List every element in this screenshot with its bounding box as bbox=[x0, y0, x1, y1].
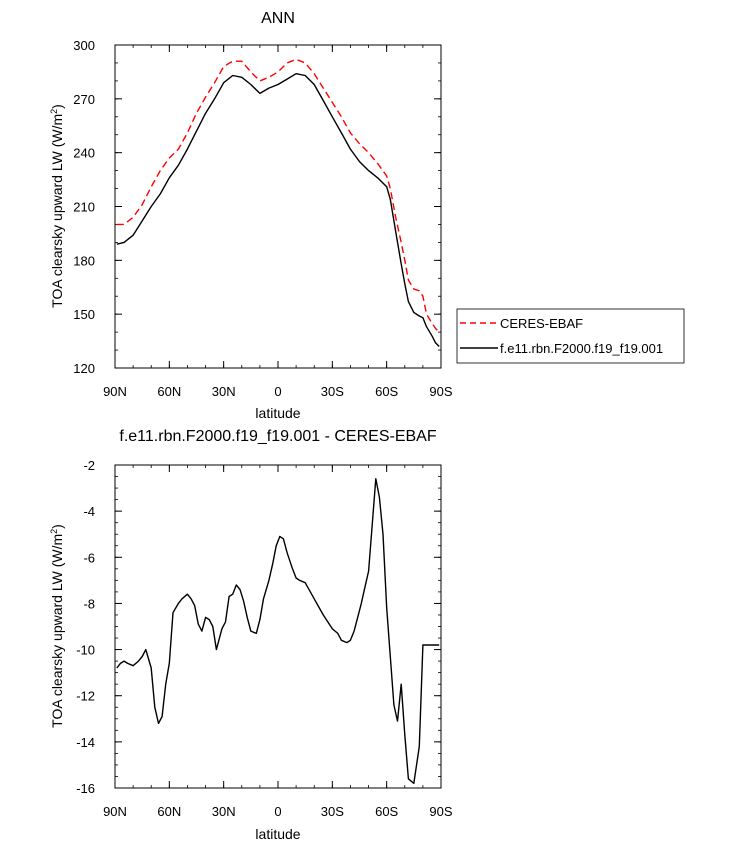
y-axis-title: TOA clearsky upward LW (W/m2) bbox=[49, 104, 65, 308]
series-lines bbox=[116, 58, 440, 347]
x-tick-labels: 90N 60N 30N 0 30S 60S 90S bbox=[103, 384, 453, 399]
series-line-model bbox=[116, 72, 440, 347]
y-tick-labels: 120 150 180 210 240 270 300 bbox=[73, 38, 95, 376]
y-tick-label: 150 bbox=[73, 307, 95, 322]
axis-ticks bbox=[114, 464, 442, 789]
x-axis-title: latitude bbox=[255, 405, 300, 421]
x-tick-label: 0 bbox=[274, 804, 281, 819]
x-tick-label: 60N bbox=[157, 804, 181, 819]
x-tick-label: 0 bbox=[274, 384, 281, 399]
legend-box bbox=[456, 308, 685, 364]
y-tick-label: -14 bbox=[76, 735, 95, 750]
y-tick-label: 300 bbox=[73, 38, 95, 53]
x-tick-label: 90N bbox=[103, 384, 127, 399]
plot-frame bbox=[114, 464, 442, 789]
x-tick-label: 90S bbox=[429, 804, 452, 819]
x-tick-labels: 90N 60N 30N 0 30S 60S 90S bbox=[103, 804, 453, 819]
y-tick-label: 240 bbox=[73, 146, 95, 161]
y-tick-label: -6 bbox=[83, 550, 95, 565]
series-line-difference bbox=[116, 478, 440, 785]
legend-label-model: f.e11.rbn.F2000.f19_f19.001 bbox=[500, 341, 663, 356]
y-tick-label: 210 bbox=[73, 200, 95, 215]
x-tick-label: 90S bbox=[429, 384, 452, 399]
x-tick-label: 30N bbox=[212, 384, 236, 399]
y-tick-label: -16 bbox=[76, 781, 95, 796]
y-tick-label: 180 bbox=[73, 253, 95, 268]
y-tick-label: -10 bbox=[76, 643, 95, 658]
x-tick-label: 30S bbox=[321, 804, 344, 819]
x-tick-label: 30S bbox=[321, 384, 344, 399]
series-line-ceres-ebaf bbox=[116, 58, 440, 333]
difference-chart: f.e11.rbn.F2000.f19_f19.001 - CERES-EBAF… bbox=[49, 428, 453, 842]
series-lines bbox=[116, 478, 440, 785]
axis-ticks bbox=[114, 44, 442, 369]
x-tick-label: 60S bbox=[375, 804, 398, 819]
y-tick-label: -8 bbox=[83, 596, 95, 611]
y-axis-title: TOA clearsky upward LW (W/m2) bbox=[49, 524, 65, 728]
mean-latitude-chart: ANN 90N 60N 30N 0 30S 60S 90S 120 150 180 210 240 2… bbox=[49, 10, 685, 421]
x-tick-label: 60S bbox=[375, 384, 398, 399]
x-tick-label: 60N bbox=[157, 384, 181, 399]
chart-title: f.e11.rbn.F2000.f19_f19.001 - CERES-EBAF bbox=[119, 428, 436, 445]
y-tick-label: 120 bbox=[73, 361, 95, 376]
legend: CERES-EBAF f.e11.rbn.F2000.f19_f19.001 bbox=[456, 308, 685, 364]
y-tick-label: -12 bbox=[76, 689, 95, 704]
y-tick-label: -2 bbox=[83, 458, 95, 473]
y-tick-labels: -2 -4 -6 -8 -10 -12 -14 -16 bbox=[76, 458, 95, 796]
legend-label-ceres-ebaf: CERES-EBAF bbox=[500, 316, 583, 331]
chart-title: ANN bbox=[261, 10, 295, 27]
y-tick-label: 270 bbox=[73, 92, 95, 107]
x-tick-label: 90N bbox=[103, 804, 127, 819]
x-axis-title: latitude bbox=[255, 826, 300, 842]
x-tick-label: 30N bbox=[212, 804, 236, 819]
y-tick-label: -4 bbox=[83, 504, 95, 519]
